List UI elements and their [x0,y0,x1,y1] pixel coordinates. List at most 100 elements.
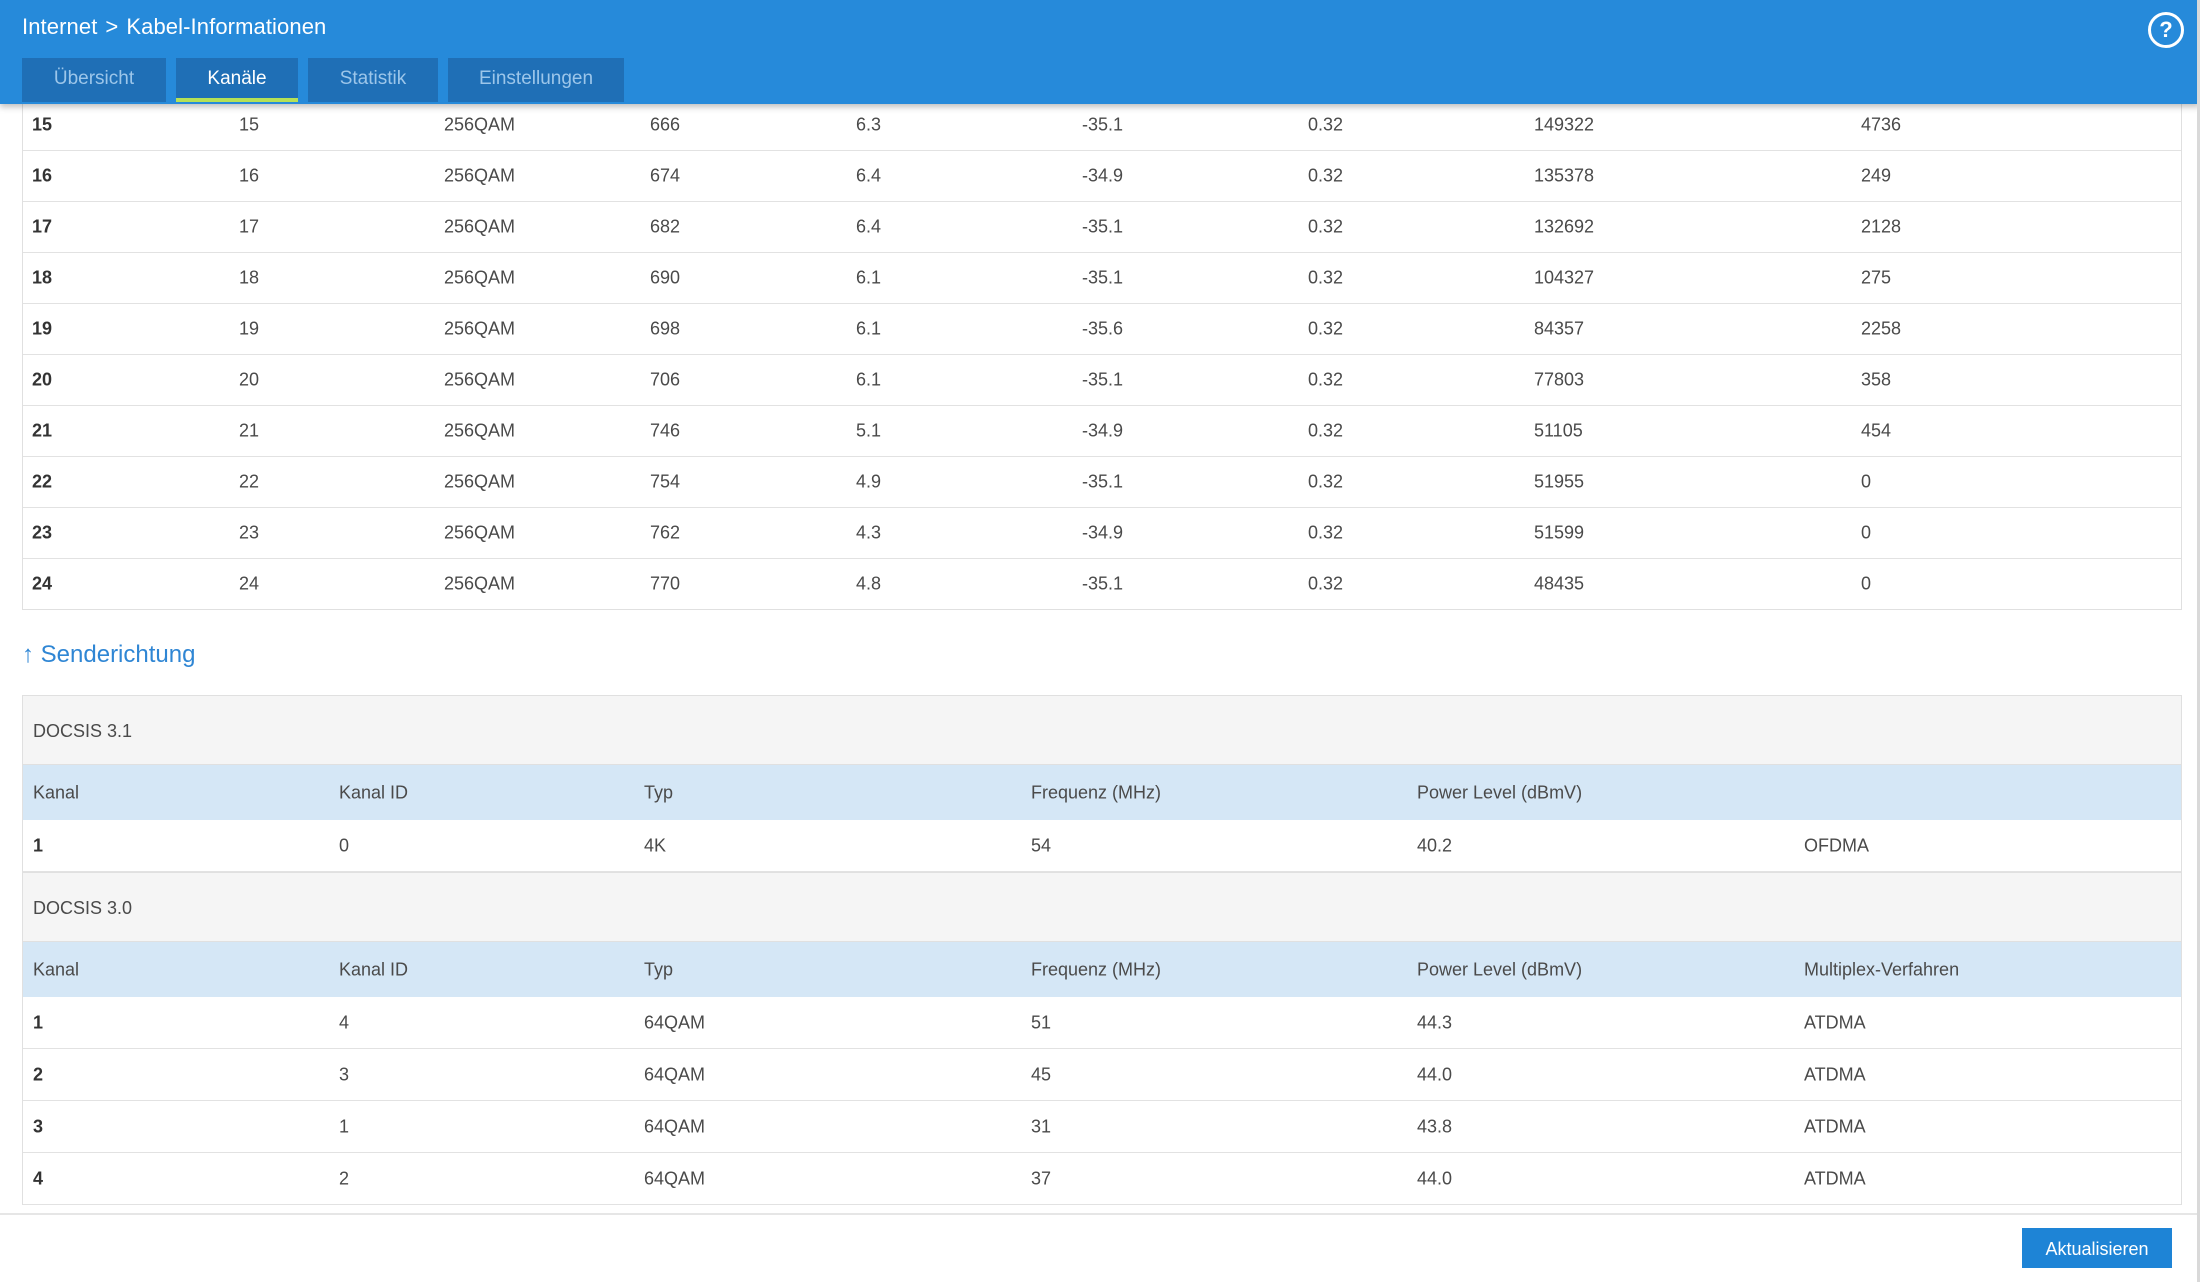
table-cell: 132692 [1534,216,1595,237]
column-header: Power Level (dBmV) [1417,959,1583,979]
table-cell: 4.9 [856,471,882,492]
table-cell: 16 [32,165,53,186]
table-cell: 0.32 [1308,216,1344,237]
column-header: Multiplex-Verfahren [1804,959,1960,979]
table-cell: 1 [33,1012,44,1032]
docsis30-table-header: Kanal Kanal ID Typ Frequenz (MHz) Power Leve… [23,942,2181,997]
table-cell: 6.3 [856,114,882,135]
table-cell: ATDMA [1804,1168,1866,1188]
table-cell: 43.8 [1417,1116,1453,1136]
table-cell: 2 [339,1168,350,1188]
table-cell: OFDMA [1804,835,1869,855]
table-cell: 4K [644,835,667,855]
table-cell: 22 [239,471,260,492]
docsis30-table-body: 1 4 64QAM 51 44.3 ATDMA 2 3 64QAM 45 44.0 ATDMA 3 1 64… [23,997,2181,1205]
table-cell: 0.32 [1308,522,1344,543]
tab-uebersicht[interactable]: Übersicht [22,58,166,102]
footer-bar: Aktualisieren [0,1213,2197,1282]
table-cell: 0.32 [1308,471,1344,492]
table-cell: 19 [32,318,53,339]
docsis30-block: DOCSIS 3.0 Kanal Kanal ID Typ Frequenz (MHz… [22,872,2182,1205]
column-header: Kanal ID [339,782,409,802]
table-cell: 256QAM [444,369,516,390]
table-cell: 0.32 [1308,420,1344,441]
table-row: 23 23 256QAM 762 4.3 -34.9 0.32 51599 0 [23,508,2181,559]
tab-bar: Übersicht Kanäle Statistik Einstellungen [22,58,624,102]
column-header: Kanal [33,782,80,802]
table-cell: 23 [32,522,53,543]
table-row: 15 15 256QAM 666 6.3 -35.1 0.32 149322 4736 [23,100,2181,151]
table-cell: 51 [1031,1012,1052,1032]
table-cell: 256QAM [444,522,516,543]
table-cell: 275 [1861,267,1892,288]
table-row: 20 20 256QAM 706 6.1 -35.1 0.32 77803 358 [23,355,2181,406]
tab-statistik[interactable]: Statistik [308,58,438,102]
table-cell: 44.0 [1417,1064,1453,1084]
table-cell: 0.32 [1308,318,1344,339]
table-cell: -35.6 [1082,318,1124,339]
table-cell: 2 [33,1064,44,1084]
table-cell: 0.32 [1308,369,1344,390]
table-cell: 4 [339,1012,350,1032]
table-row: 24 24 256QAM 770 4.8 -35.1 0.32 48435 0 [23,559,2181,609]
table-cell: -34.9 [1082,420,1124,441]
table-row: 2 3 64QAM 45 44.0 ATDMA [23,1049,2181,1101]
table-cell: 1 [339,1116,350,1136]
table-row: 4 2 64QAM 37 44.0 ATDMA [23,1153,2181,1205]
table-row: 18 18 256QAM 690 6.1 -35.1 0.32 104327 275 [23,253,2181,304]
help-icon[interactable]: ? [2148,12,2184,48]
tab-einstellungen[interactable]: Einstellungen [448,58,624,102]
table-cell: -35.1 [1082,267,1124,288]
table-cell: 256QAM [444,267,516,288]
table-cell: 20 [239,369,260,390]
table-cell: 454 [1861,420,1892,441]
table-cell: 358 [1861,369,1892,390]
table-cell: 24 [239,573,260,594]
table-cell: 6.4 [856,165,882,186]
table-cell: 0 [1861,471,1872,492]
table-row: 22 22 256QAM 754 4.9 -35.1 0.32 51955 0 [23,457,2181,508]
table-row: 3 1 64QAM 31 43.8 ATDMA [23,1101,2181,1153]
table-cell: 2128 [1861,216,1902,237]
table-cell: 690 [650,267,681,288]
table-cell: 770 [650,573,681,594]
table-cell: 15 [32,114,53,135]
table-cell: 4.8 [856,573,882,594]
table-cell: 21 [32,420,53,441]
table-cell: 64QAM [644,1116,706,1136]
column-header: Kanal [33,959,80,979]
table-cell: 4.3 [856,522,882,543]
docsis31-table-body: 1 0 4K 54 40.2 OFDMA [23,820,2181,872]
refresh-button[interactable]: Aktualisieren [2022,1228,2172,1268]
table-cell: 256QAM [444,165,516,186]
table-cell: 84357 [1534,318,1585,339]
table-cell: 4 [33,1168,44,1188]
table-cell: 31 [1031,1116,1052,1136]
table-cell: 45 [1031,1064,1052,1084]
column-header: Frequenz (MHz) [1031,959,1162,979]
table-cell: 256QAM [444,114,516,135]
column-header: Typ [644,782,674,802]
table-row: 16 16 256QAM 674 6.4 -34.9 0.32 135378 249 [23,151,2181,202]
breadcrumb-parent[interactable]: Internet [22,14,98,39]
table-cell: 64QAM [644,1012,706,1032]
table-cell: 77803 [1534,369,1585,390]
table-cell: 135378 [1534,165,1595,186]
table-cell: 0.32 [1308,267,1344,288]
table-cell: 6.1 [856,318,882,339]
column-header: Frequenz (MHz) [1031,782,1162,802]
table-cell: 51955 [1534,471,1585,492]
table-cell: 706 [650,369,681,390]
column-header: Typ [644,959,674,979]
table-cell: 51105 [1534,420,1583,441]
table-cell: 15 [239,114,260,135]
table-cell: 4736 [1861,114,1902,135]
table-cell: -35.1 [1082,216,1124,237]
table-cell: 23 [239,522,260,543]
table-cell: 6.4 [856,216,882,237]
tab-kanaele[interactable]: Kanäle [176,58,298,102]
table-cell: ATDMA [1804,1012,1866,1032]
table-cell: 666 [650,114,681,135]
table-row: 19 19 256QAM 698 6.1 -35.6 0.32 84357 2258 [23,304,2181,355]
